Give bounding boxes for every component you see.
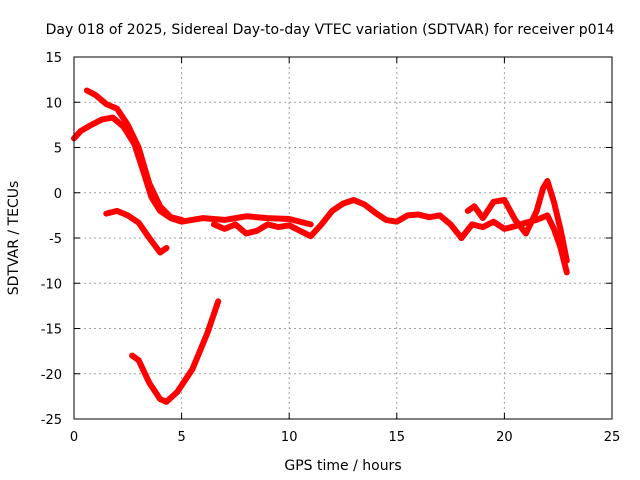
trace-late (458, 212, 570, 276)
trace-deep-arc (129, 298, 222, 405)
y-tick-label: 0 (54, 187, 62, 202)
x-tick-label: 5 (177, 430, 185, 445)
chart-title: Day 018 of 2025, Sidereal Day-to-day VTE… (46, 22, 615, 38)
trace-main-start (71, 114, 314, 228)
y-tick-label: 5 (54, 142, 62, 157)
y-tick-label: 10 (45, 96, 62, 111)
y-tick-label: -20 (41, 368, 62, 383)
x-tick-label: 15 (389, 430, 406, 445)
data-series (71, 87, 570, 405)
y-axis-ticks: -25 -20 -15 -10 -5 0 5 10 15 (41, 51, 612, 428)
y-tick-label: -25 (41, 413, 62, 428)
y-tick-label: 15 (45, 51, 62, 66)
y-axis-label: SDTVAR / TECUs (6, 181, 22, 296)
x-tick-label: 10 (281, 430, 298, 445)
x-tick-label: 25 (604, 430, 621, 445)
x-tick-label: 20 (496, 430, 513, 445)
y-tick-label: -5 (49, 232, 62, 247)
x-axis-label: GPS time / hours (284, 458, 401, 474)
y-tick-label: -15 (41, 323, 62, 338)
grid (74, 57, 612, 419)
trace-middle (210, 197, 465, 241)
x-tick-label: 0 (70, 430, 78, 445)
trace-late-upper (464, 178, 570, 264)
trace-high-arc (83, 87, 185, 223)
x-axis-ticks: 0 5 10 15 20 25 (70, 57, 620, 445)
trace-arc-lower (103, 207, 170, 256)
y-tick-label: -10 (41, 277, 62, 292)
